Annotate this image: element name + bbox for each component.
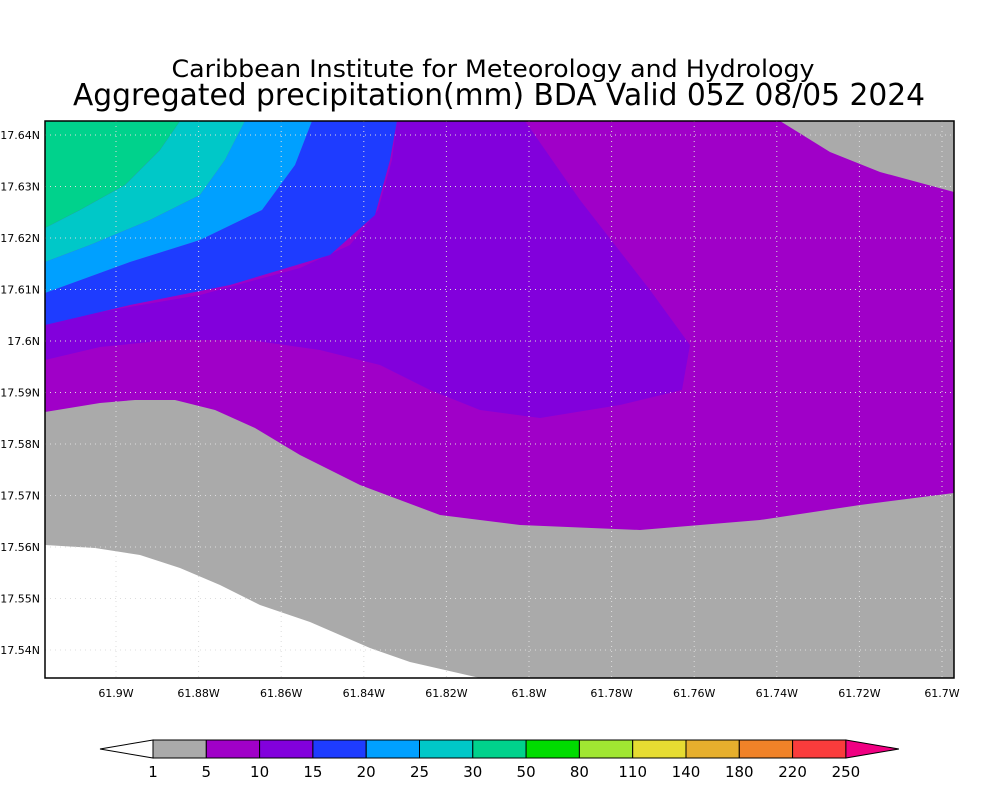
x-tick-label: 61.78W: [590, 687, 632, 700]
x-tick-label: 61.8W: [511, 687, 546, 700]
axis-labels: 61.9W 61.88W 61.86W 61.84W 61.82W 61.8W 61.78W…: [0, 129, 960, 700]
colorbar-label: 110: [618, 763, 647, 781]
contour-fill: [45, 121, 954, 678]
colorbar-label: 10: [250, 763, 269, 781]
colorbar-label: 220: [778, 763, 807, 781]
contour-1-5: [45, 400, 954, 678]
colorbar-box: [472, 739, 527, 759]
x-tick-label: 61.72W: [838, 687, 880, 700]
colorbar-box: [312, 739, 367, 759]
colorbar-box: [632, 739, 687, 759]
y-tick-label: 17.58N: [0, 438, 40, 451]
colorbar-label: 15: [303, 763, 322, 781]
x-tick-label: 61.76W: [673, 687, 715, 700]
colorbar-arrow: [845, 739, 899, 759]
colorbar-label: 20: [357, 763, 376, 781]
contour-25-30: [45, 121, 245, 262]
contour-10-15: [45, 121, 690, 418]
colorbar-box: [152, 739, 207, 759]
contour-20-25: [45, 121, 312, 293]
colorbar-label: 1: [148, 763, 158, 781]
colorbar-box: [578, 739, 634, 759]
x-tick-label: 61.9W: [98, 687, 133, 700]
contour-below-1: [45, 545, 480, 678]
colorbar-box: [205, 739, 261, 759]
colorbar-box: [525, 739, 580, 759]
y-tick-label: 17.6N: [7, 335, 40, 348]
y-tick-label: 17.59N: [0, 387, 40, 400]
colorbar-box: [365, 739, 421, 759]
colorbar-box: [419, 739, 474, 759]
y-tick-label: 17.62N: [0, 232, 40, 245]
x-tick-label: 61.82W: [425, 687, 467, 700]
x-tick-label: 61.74W: [756, 687, 798, 700]
colorbar-box: [738, 739, 794, 759]
y-tick-label: 17.64N: [0, 129, 40, 142]
colorbar-box: [792, 739, 847, 759]
y-tick-label: 17.55N: [0, 593, 40, 606]
colorbar-label: 5: [202, 763, 212, 781]
colorbar-label: 30: [463, 763, 482, 781]
colorbar-box: [259, 739, 314, 759]
colorbar-label: 25: [410, 763, 429, 781]
colorbar-label: 180: [725, 763, 754, 781]
colorbar-label: 50: [517, 763, 536, 781]
colorbar-box: [685, 739, 740, 759]
subtitle: Aggregated precipitation(mm) BDA Valid 0…: [73, 78, 925, 113]
contour-1-5: [780, 121, 954, 192]
title: Caribbean Institute for Meteorology and …: [172, 55, 815, 83]
colorbar-label: 250: [832, 763, 861, 781]
plot-frame: [44, 120, 955, 679]
x-tick-label: 61.84W: [343, 687, 385, 700]
colorbar-arrow: [99, 739, 154, 759]
x-tick-label: 61.86W: [260, 687, 302, 700]
colorbar: 1 5 10 15 20 25 30 50 80 110 140 180 220 250: [99, 739, 899, 781]
contour-30-50: [45, 121, 180, 228]
y-tick-label: 17.54N: [0, 644, 40, 657]
colorbar-label: 80: [570, 763, 589, 781]
y-tick-label: 17.61N: [0, 284, 40, 297]
y-tick-label: 17.57N: [0, 490, 40, 503]
x-tick-label: 61.7W: [924, 687, 959, 700]
colorbar-label: 140: [672, 763, 701, 781]
y-tick-label: 17.56N: [0, 541, 40, 554]
y-tick-label: 17.63N: [0, 181, 40, 194]
contour-15-20: [45, 121, 397, 325]
x-tick-label: 61.88W: [177, 687, 219, 700]
